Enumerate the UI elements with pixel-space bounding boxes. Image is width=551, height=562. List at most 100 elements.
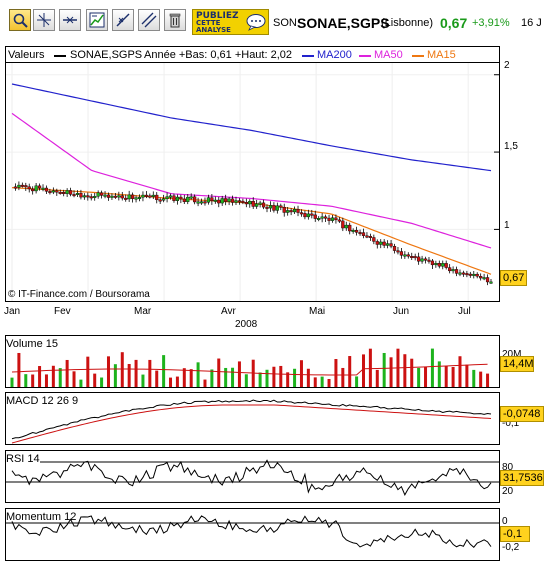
zoom-tool-button[interactable] (9, 9, 31, 31)
candle-body (482, 277, 486, 280)
legend-series: SONAE,SGPS (70, 49, 143, 61)
volume-bar (355, 376, 359, 387)
legend-ma15: MA15 (427, 49, 456, 61)
candle-body (113, 195, 117, 198)
candle-body (41, 187, 45, 190)
candle-body (386, 243, 390, 246)
candle-body (134, 197, 138, 200)
candle-body (279, 205, 283, 208)
candle-body (82, 195, 86, 198)
candle-body (348, 224, 352, 232)
crosshair-tool-button[interactable] (33, 9, 55, 31)
volume-panel[interactable]: Volume 15 (5, 335, 500, 388)
volume-bar (279, 365, 283, 387)
trendline-tool-button[interactable] (112, 9, 134, 31)
candle-body (51, 190, 55, 193)
price-panel[interactable]: © IT-Finance.com / Boursorama (5, 62, 500, 302)
candle-body (292, 209, 297, 213)
volume-bar (320, 376, 324, 387)
volume-bar (120, 352, 124, 387)
candle-body (120, 195, 124, 199)
volume-bar (86, 356, 90, 387)
candle-body (168, 195, 173, 198)
candle-body (189, 196, 193, 199)
volume-bar (203, 379, 207, 387)
candle-body (310, 213, 314, 216)
publish-analysis-button[interactable]: PUBLIEZ CETTE ANALYSE (192, 9, 269, 35)
macd-panel[interactable]: MACD 12 26 9 (5, 392, 500, 445)
ma200-swatch (302, 55, 314, 57)
candle-body (258, 202, 262, 205)
momentum-panel[interactable]: Momentum 12 (5, 508, 500, 561)
momentum-last-value: -0,1 (500, 526, 530, 542)
month-may: Mai (309, 306, 326, 317)
candle-body (124, 197, 128, 200)
month-jan: Jan (4, 306, 21, 317)
candle-body (465, 273, 469, 276)
volume-bar (24, 374, 28, 387)
candle-body (327, 217, 331, 221)
candle-body (199, 201, 204, 204)
volume-bar (162, 355, 166, 387)
volume-bar (175, 376, 179, 387)
studies-tool-button[interactable] (86, 9, 108, 31)
volume-bar (417, 367, 421, 387)
rsi-panel[interactable]: RSI 14 (5, 450, 500, 503)
candle-body (355, 229, 359, 233)
volume-bar (196, 362, 200, 387)
parallel-lines-tool-button[interactable] (138, 9, 160, 31)
candle-body (103, 194, 107, 197)
volume-bar (451, 366, 455, 387)
ma15-swatch (412, 55, 424, 57)
time-axis: Jan Fev Mar Avr Mai Jun Jul 2008 (0, 302, 500, 332)
month-mar: Mar (134, 306, 152, 317)
momentum-tick-low: -0,2 (502, 542, 520, 553)
candle-body (237, 200, 242, 203)
candle-body (172, 195, 176, 201)
candle-body (248, 201, 252, 205)
candle-body (365, 235, 369, 238)
candle-body (58, 191, 62, 194)
volume-bar (100, 377, 104, 387)
candle-body (323, 216, 328, 219)
crosshair-icon (37, 13, 51, 27)
rsi-chart (6, 459, 499, 496)
horizontal-line-tool-button[interactable] (59, 9, 81, 31)
rsi-tick-low: 20 (502, 486, 514, 497)
candle-body (79, 193, 83, 198)
price-chart (6, 63, 499, 301)
candle-body (372, 237, 376, 242)
candle-body (403, 254, 407, 257)
delete-tool-button[interactable] (164, 9, 186, 31)
ma50-line (11, 112, 492, 249)
candle-body (179, 196, 183, 200)
candle-body (44, 187, 49, 192)
legend-range: Année +Bas: 0,61 +Haut: 2,02 (144, 49, 293, 61)
candle-body (62, 192, 66, 194)
volume-bar (375, 369, 379, 387)
volume-bar (341, 367, 345, 387)
candle-body (303, 213, 307, 218)
volume-bar (210, 369, 214, 387)
parallel-lines-icon (141, 12, 157, 28)
candle-body (131, 194, 135, 199)
candle-body (165, 196, 169, 199)
volume-bar (299, 360, 303, 387)
candle-body (127, 194, 131, 200)
volume-bar (286, 372, 290, 387)
candle-body (31, 188, 35, 192)
horizontal-line-icon (63, 16, 77, 24)
candle-body (289, 210, 293, 213)
volume-bar (127, 363, 131, 387)
candle-body (241, 200, 245, 203)
last-price: 0,67 (440, 15, 468, 31)
volume-bar (486, 373, 490, 387)
volume-bar (244, 374, 248, 387)
trash-icon (169, 13, 181, 28)
volume-bar (38, 366, 42, 387)
candle-body (65, 190, 69, 194)
volume-bar (444, 366, 448, 387)
volume-bar (10, 377, 14, 387)
rsi-tick-high: 80 (502, 462, 514, 473)
chart-credit: © IT-Finance.com / Boursorama (8, 289, 150, 300)
